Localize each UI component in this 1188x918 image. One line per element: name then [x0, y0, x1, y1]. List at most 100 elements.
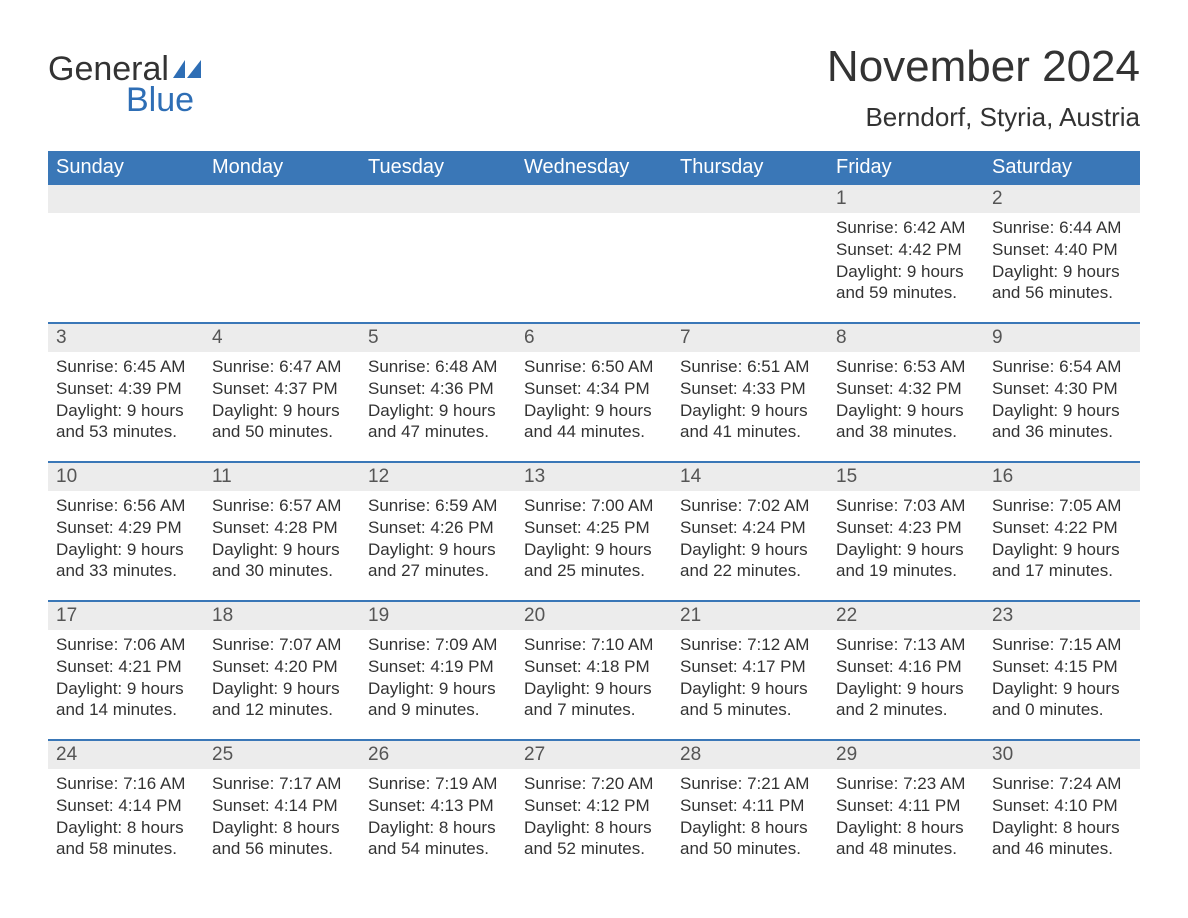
- daylight-line1: Daylight: 8 hours: [992, 817, 1132, 839]
- day-cell: Sunrise: 6:45 AMSunset: 4:39 PMDaylight:…: [48, 352, 204, 443]
- day-cell: Sunrise: 7:20 AMSunset: 4:12 PMDaylight:…: [516, 769, 672, 860]
- day-number: 8: [828, 324, 984, 352]
- day-cell: Sunrise: 6:44 AMSunset: 4:40 PMDaylight:…: [984, 213, 1140, 304]
- sunset-line: Sunset: 4:14 PM: [56, 795, 196, 817]
- day-number: [516, 185, 672, 213]
- weekday-header: Thursday: [672, 151, 828, 185]
- daylight-line2: and 33 minutes.: [56, 560, 196, 582]
- sunset-line: Sunset: 4:18 PM: [524, 656, 664, 678]
- day-cell: [672, 213, 828, 304]
- day-number: 19: [360, 602, 516, 630]
- day-cell: Sunrise: 7:13 AMSunset: 4:16 PMDaylight:…: [828, 630, 984, 721]
- sunset-line: Sunset: 4:22 PM: [992, 517, 1132, 539]
- sunrise-line: Sunrise: 7:24 AM: [992, 773, 1132, 795]
- content-row: Sunrise: 7:06 AMSunset: 4:21 PMDaylight:…: [48, 630, 1140, 739]
- day-number: 3: [48, 324, 204, 352]
- day-cell: Sunrise: 6:48 AMSunset: 4:36 PMDaylight:…: [360, 352, 516, 443]
- calendar: SundayMondayTuesdayWednesdayThursdayFrid…: [48, 151, 1140, 878]
- day-number: 24: [48, 741, 204, 769]
- sunrise-line: Sunrise: 6:47 AM: [212, 356, 352, 378]
- day-number: 30: [984, 741, 1140, 769]
- daylight-line1: Daylight: 9 hours: [992, 539, 1132, 561]
- daylight-line2: and 41 minutes.: [680, 421, 820, 443]
- sunrise-line: Sunrise: 6:48 AM: [368, 356, 508, 378]
- weeks-container: 12Sunrise: 6:42 AMSunset: 4:42 PMDayligh…: [48, 185, 1140, 878]
- sunrise-line: Sunrise: 7:16 AM: [56, 773, 196, 795]
- sunset-line: Sunset: 4:28 PM: [212, 517, 352, 539]
- daylight-line1: Daylight: 9 hours: [212, 539, 352, 561]
- daylight-line1: Daylight: 9 hours: [836, 539, 976, 561]
- logo: General Blue: [48, 50, 201, 120]
- daylight-line1: Daylight: 9 hours: [992, 400, 1132, 422]
- weekday-header-row: SundayMondayTuesdayWednesdayThursdayFrid…: [48, 151, 1140, 185]
- daylight-line1: Daylight: 9 hours: [524, 400, 664, 422]
- weekday-header: Monday: [204, 151, 360, 185]
- daynum-row: 17181920212223: [48, 602, 1140, 630]
- sunrise-line: Sunrise: 6:44 AM: [992, 217, 1132, 239]
- daylight-line1: Daylight: 9 hours: [992, 678, 1132, 700]
- day-number: 17: [48, 602, 204, 630]
- day-number: 5: [360, 324, 516, 352]
- day-number: 9: [984, 324, 1140, 352]
- daylight-line2: and 38 minutes.: [836, 421, 976, 443]
- day-cell: Sunrise: 7:09 AMSunset: 4:19 PMDaylight:…: [360, 630, 516, 721]
- day-cell: Sunrise: 7:10 AMSunset: 4:18 PMDaylight:…: [516, 630, 672, 721]
- day-number: 14: [672, 463, 828, 491]
- daylight-line2: and 48 minutes.: [836, 838, 976, 860]
- daynum-row: 12: [48, 185, 1140, 213]
- day-number: 1: [828, 185, 984, 213]
- sunset-line: Sunset: 4:33 PM: [680, 378, 820, 400]
- daylight-line2: and 25 minutes.: [524, 560, 664, 582]
- day-cell: Sunrise: 6:42 AMSunset: 4:42 PMDaylight:…: [828, 213, 984, 304]
- sunrise-line: Sunrise: 6:51 AM: [680, 356, 820, 378]
- sunrise-line: Sunrise: 7:10 AM: [524, 634, 664, 656]
- day-cell: Sunrise: 6:50 AMSunset: 4:34 PMDaylight:…: [516, 352, 672, 443]
- daylight-line1: Daylight: 9 hours: [524, 678, 664, 700]
- week-row: 10111213141516Sunrise: 6:56 AMSunset: 4:…: [48, 461, 1140, 600]
- sunset-line: Sunset: 4:23 PM: [836, 517, 976, 539]
- week-row: 3456789Sunrise: 6:45 AMSunset: 4:39 PMDa…: [48, 322, 1140, 461]
- day-number: 4: [204, 324, 360, 352]
- sunset-line: Sunset: 4:17 PM: [680, 656, 820, 678]
- daylight-line2: and 52 minutes.: [524, 838, 664, 860]
- sunrise-line: Sunrise: 7:09 AM: [368, 634, 508, 656]
- day-number: 15: [828, 463, 984, 491]
- sunset-line: Sunset: 4:20 PM: [212, 656, 352, 678]
- sunrise-line: Sunrise: 7:20 AM: [524, 773, 664, 795]
- day-cell: Sunrise: 7:07 AMSunset: 4:20 PMDaylight:…: [204, 630, 360, 721]
- day-cell: Sunrise: 6:56 AMSunset: 4:29 PMDaylight:…: [48, 491, 204, 582]
- week-row: 12Sunrise: 6:42 AMSunset: 4:42 PMDayligh…: [48, 185, 1140, 322]
- daylight-line2: and 56 minutes.: [212, 838, 352, 860]
- week-row: 24252627282930Sunrise: 7:16 AMSunset: 4:…: [48, 739, 1140, 878]
- day-number: 23: [984, 602, 1140, 630]
- sunrise-line: Sunrise: 6:45 AM: [56, 356, 196, 378]
- sunset-line: Sunset: 4:11 PM: [680, 795, 820, 817]
- sunrise-line: Sunrise: 7:17 AM: [212, 773, 352, 795]
- sunrise-line: Sunrise: 7:15 AM: [992, 634, 1132, 656]
- header-block: General Blue November 2024 Berndorf, Sty…: [48, 30, 1140, 133]
- daylight-line2: and 7 minutes.: [524, 699, 664, 721]
- sunrise-line: Sunrise: 7:05 AM: [992, 495, 1132, 517]
- daylight-line2: and 59 minutes.: [836, 282, 976, 304]
- daylight-line1: Daylight: 9 hours: [836, 400, 976, 422]
- day-number: 11: [204, 463, 360, 491]
- sunrise-line: Sunrise: 7:13 AM: [836, 634, 976, 656]
- day-number: 27: [516, 741, 672, 769]
- content-row: Sunrise: 6:56 AMSunset: 4:29 PMDaylight:…: [48, 491, 1140, 600]
- sail-icon: [173, 60, 201, 78]
- daylight-line2: and 30 minutes.: [212, 560, 352, 582]
- sunrise-line: Sunrise: 7:21 AM: [680, 773, 820, 795]
- day-number: 29: [828, 741, 984, 769]
- sunrise-line: Sunrise: 6:50 AM: [524, 356, 664, 378]
- sunset-line: Sunset: 4:39 PM: [56, 378, 196, 400]
- daylight-line2: and 2 minutes.: [836, 699, 976, 721]
- day-cell: Sunrise: 6:59 AMSunset: 4:26 PMDaylight:…: [360, 491, 516, 582]
- day-number: 16: [984, 463, 1140, 491]
- daylight-line1: Daylight: 9 hours: [56, 400, 196, 422]
- day-cell: Sunrise: 7:12 AMSunset: 4:17 PMDaylight:…: [672, 630, 828, 721]
- day-number: 28: [672, 741, 828, 769]
- daynum-row: 10111213141516: [48, 463, 1140, 491]
- daylight-line2: and 56 minutes.: [992, 282, 1132, 304]
- location-subtitle: Berndorf, Styria, Austria: [827, 102, 1140, 133]
- daylight-line1: Daylight: 8 hours: [368, 817, 508, 839]
